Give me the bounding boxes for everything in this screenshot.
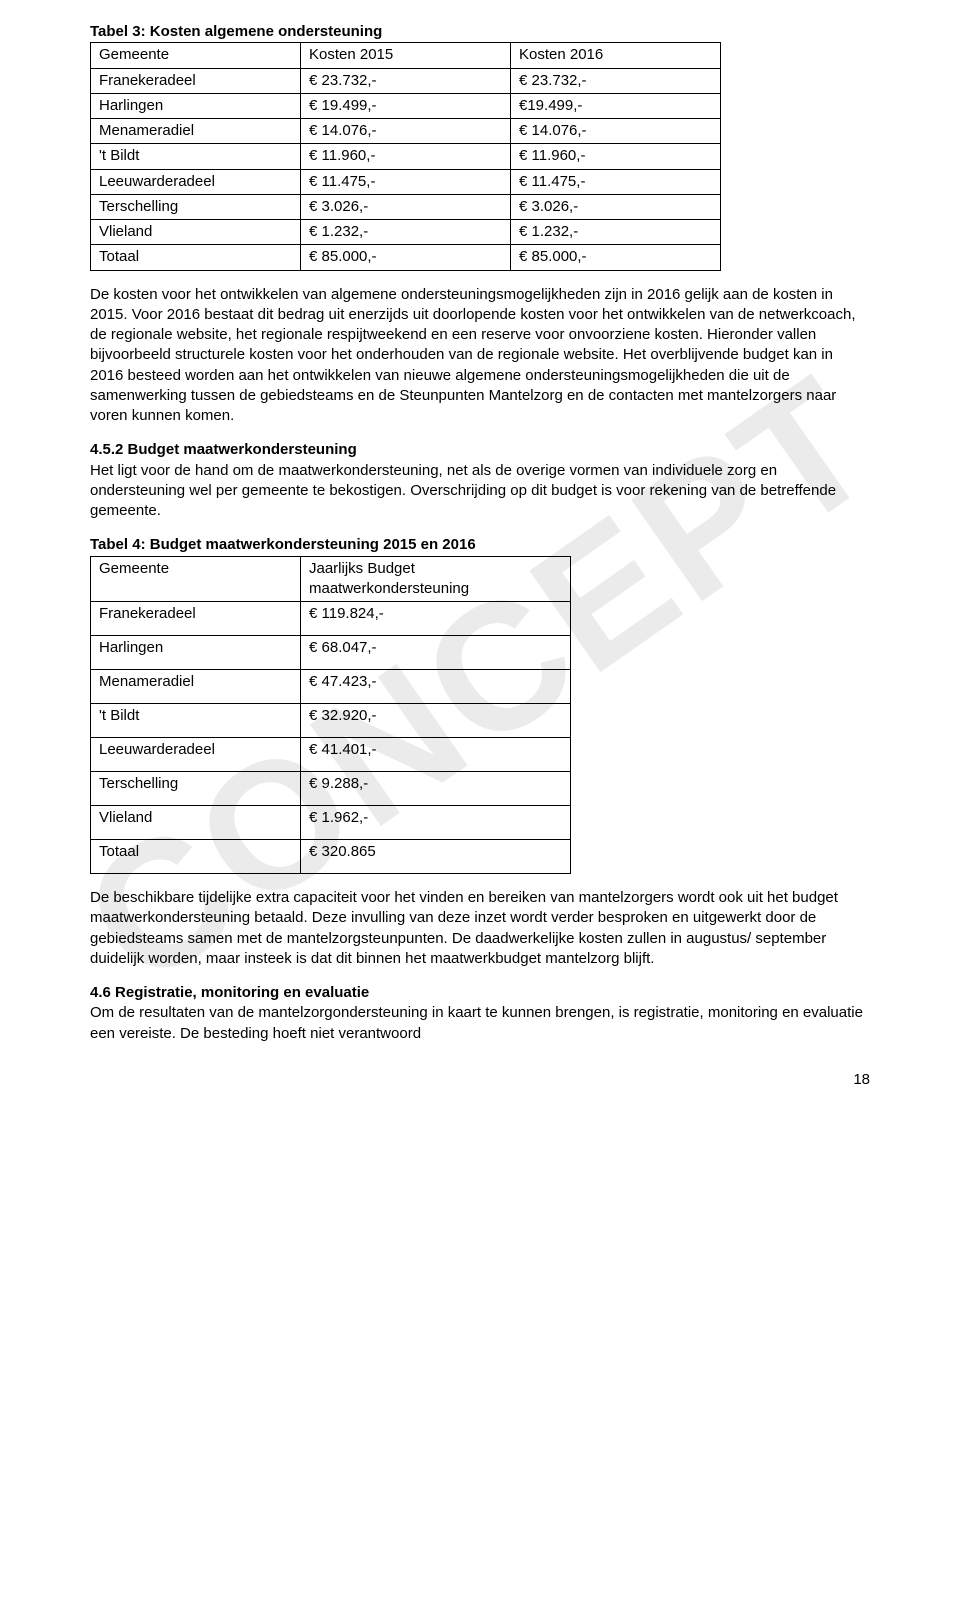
table4-header: Gemeente xyxy=(91,556,301,602)
cell: € 14.076,- xyxy=(301,119,511,144)
cell: Menameradiel xyxy=(91,119,301,144)
table4: Gemeente Jaarlijks Budget maatwerkonders… xyxy=(90,556,571,875)
table3-header: Kosten 2015 xyxy=(301,43,511,68)
cell: € 68.047,- xyxy=(301,636,571,670)
cell: € 1.962,- xyxy=(301,806,571,840)
cell: € 11.960,- xyxy=(301,144,511,169)
cell: € 11.475,- xyxy=(511,169,721,194)
table-row: Harlingen€ 68.047,- xyxy=(91,636,571,670)
cell: € 85.000,- xyxy=(301,245,511,270)
cell: Terschelling xyxy=(91,194,301,219)
cell: € 3.026,- xyxy=(511,194,721,219)
cell: €19.499,- xyxy=(511,93,721,118)
table-row: Menameradiel€ 14.076,-€ 14.076,- xyxy=(91,119,721,144)
table-row: Leeuwarderadeel€ 41.401,- xyxy=(91,738,571,772)
cell: Vlieland xyxy=(91,806,301,840)
cell: € 14.076,- xyxy=(511,119,721,144)
paragraph-text: Om de resultaten van de mantelzorgonders… xyxy=(90,1004,863,1041)
cell: € 23.732,- xyxy=(301,68,511,93)
table3: Gemeente Kosten 2015 Kosten 2016 Franeke… xyxy=(90,42,721,270)
table-row: 't Bildt€ 11.960,-€ 11.960,- xyxy=(91,144,721,169)
table-row: Totaal€ 85.000,-€ 85.000,- xyxy=(91,245,721,270)
table-row: Terschelling€ 9.288,- xyxy=(91,772,571,806)
cell: Leeuwarderadeel xyxy=(91,738,301,772)
table-row: Franekeradeel€ 23.732,-€ 23.732,- xyxy=(91,68,721,93)
section-heading-452: 4.5.2 Budget maatwerkondersteuning xyxy=(90,441,357,458)
cell: Terschelling xyxy=(91,772,301,806)
table3-header: Gemeente xyxy=(91,43,301,68)
table3-header: Kosten 2016 xyxy=(511,43,721,68)
cell: € 11.960,- xyxy=(511,144,721,169)
cell: Vlieland xyxy=(91,220,301,245)
table-row: Franekeradeel€ 119.824,- xyxy=(91,602,571,636)
paragraph: De beschikbare tijdelijke extra capacite… xyxy=(90,888,870,969)
section-heading-46: 4.6 Registratie, monitoring en evaluatie xyxy=(90,984,369,1001)
cell: € 41.401,- xyxy=(301,738,571,772)
cell: Totaal xyxy=(91,245,301,270)
table-row: Menameradiel€ 47.423,- xyxy=(91,670,571,704)
page-number: 18 xyxy=(853,1070,870,1090)
cell: € 85.000,- xyxy=(511,245,721,270)
cell: € 23.732,- xyxy=(511,68,721,93)
cell: € 3.026,- xyxy=(301,194,511,219)
table-row: Leeuwarderadeel€ 11.475,-€ 11.475,- xyxy=(91,169,721,194)
table3-title: Tabel 3: Kosten algemene ondersteuning xyxy=(90,22,870,42)
cell: € 32.920,- xyxy=(301,704,571,738)
cell: 't Bildt xyxy=(91,144,301,169)
table-row: Totaal€ 320.865 xyxy=(91,840,571,874)
cell: Totaal xyxy=(91,840,301,874)
cell: € 9.288,- xyxy=(301,772,571,806)
cell: € 19.499,- xyxy=(301,93,511,118)
cell: Franekeradeel xyxy=(91,602,301,636)
paragraph: 4.6 Registratie, monitoring en evaluatie… xyxy=(90,983,870,1044)
cell: Leeuwarderadeel xyxy=(91,169,301,194)
cell: Harlingen xyxy=(91,93,301,118)
cell: € 1.232,- xyxy=(511,220,721,245)
cell: Menameradiel xyxy=(91,670,301,704)
table4-title: Tabel 4: Budget maatwerkondersteuning 20… xyxy=(90,535,870,555)
table-row: Terschelling€ 3.026,-€ 3.026,- xyxy=(91,194,721,219)
table4-header: Jaarlijks Budget maatwerkondersteuning xyxy=(301,556,571,602)
table-row: Vlieland€ 1.962,- xyxy=(91,806,571,840)
cell: Franekeradeel xyxy=(91,68,301,93)
page-content: Tabel 3: Kosten algemene ondersteuning G… xyxy=(90,22,870,1044)
table-row: Harlingen€ 19.499,-€19.499,- xyxy=(91,93,721,118)
table-row: Vlieland€ 1.232,-€ 1.232,- xyxy=(91,220,721,245)
table-row: 't Bildt€ 32.920,- xyxy=(91,704,571,738)
paragraph-text: Het ligt voor de hand om de maatwerkonde… xyxy=(90,462,836,520)
paragraph: De kosten voor het ontwikkelen van algem… xyxy=(90,285,870,427)
cell: 't Bildt xyxy=(91,704,301,738)
cell: € 320.865 xyxy=(301,840,571,874)
cell: € 47.423,- xyxy=(301,670,571,704)
cell: € 119.824,- xyxy=(301,602,571,636)
cell: € 1.232,- xyxy=(301,220,511,245)
cell: Harlingen xyxy=(91,636,301,670)
paragraph: 4.5.2 Budget maatwerkondersteuning Het l… xyxy=(90,440,870,521)
cell: € 11.475,- xyxy=(301,169,511,194)
